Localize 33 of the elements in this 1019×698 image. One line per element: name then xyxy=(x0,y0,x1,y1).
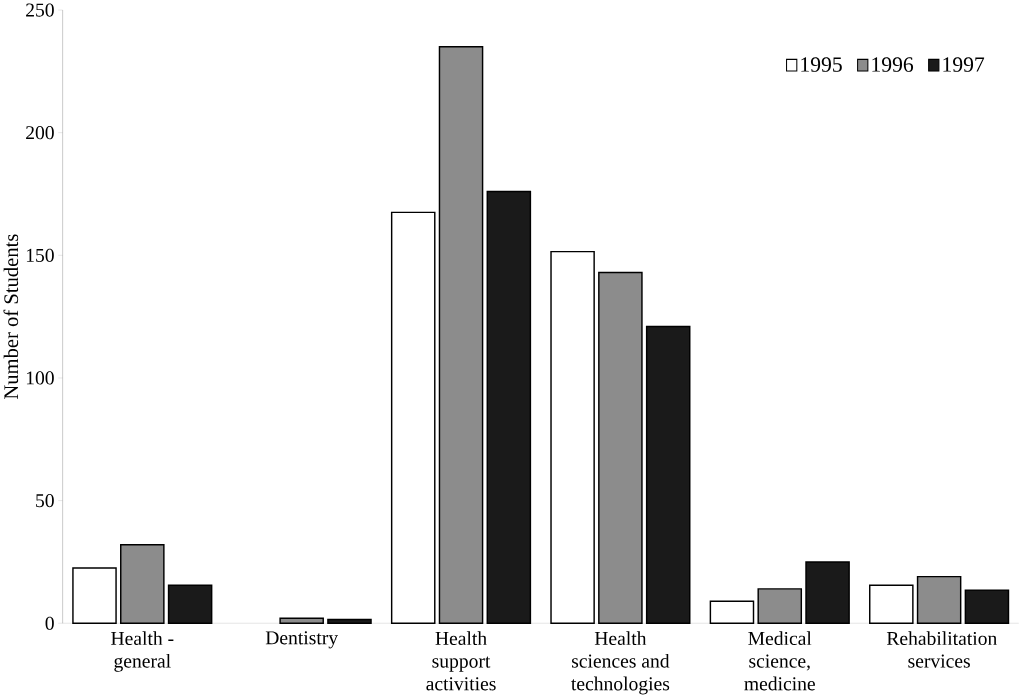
bar xyxy=(598,271,643,625)
y-tick-label: 150 xyxy=(26,248,54,262)
y-tick-label: 200 xyxy=(26,126,54,140)
x-tick-label: Dentistry xyxy=(265,631,339,649)
bar xyxy=(167,584,213,625)
bar xyxy=(279,617,324,625)
bar xyxy=(438,46,484,625)
bar xyxy=(645,325,691,625)
x-tick-label: Medical science, medicine xyxy=(744,631,815,691)
bar xyxy=(964,589,1010,625)
x-tick-label: Health support activities xyxy=(426,631,496,691)
x-tick-label: Rehabilitation services xyxy=(886,631,997,668)
x-tick-label: Health sciences and technologies xyxy=(571,631,670,695)
bar xyxy=(869,584,914,625)
x-tick-label: Health - general xyxy=(111,631,174,672)
legend-label: 1997 xyxy=(943,57,985,72)
y-tick-label: 50 xyxy=(36,494,54,508)
bar xyxy=(916,575,962,625)
legend-label: 1995 xyxy=(801,57,842,72)
bar xyxy=(757,588,803,625)
bar xyxy=(550,251,595,625)
y-axis-title: Number of Students xyxy=(3,234,19,400)
y-tick-label: 0 xyxy=(45,616,54,630)
bar xyxy=(486,190,532,625)
bar xyxy=(327,618,372,625)
legend-label: 1996 xyxy=(872,57,914,72)
bar xyxy=(709,600,755,625)
y-tick-label: 250 xyxy=(26,3,54,17)
bar xyxy=(805,561,850,625)
bar xyxy=(72,567,117,625)
y-tick-label: 100 xyxy=(26,371,54,385)
bar xyxy=(390,211,436,625)
bar xyxy=(120,544,165,625)
